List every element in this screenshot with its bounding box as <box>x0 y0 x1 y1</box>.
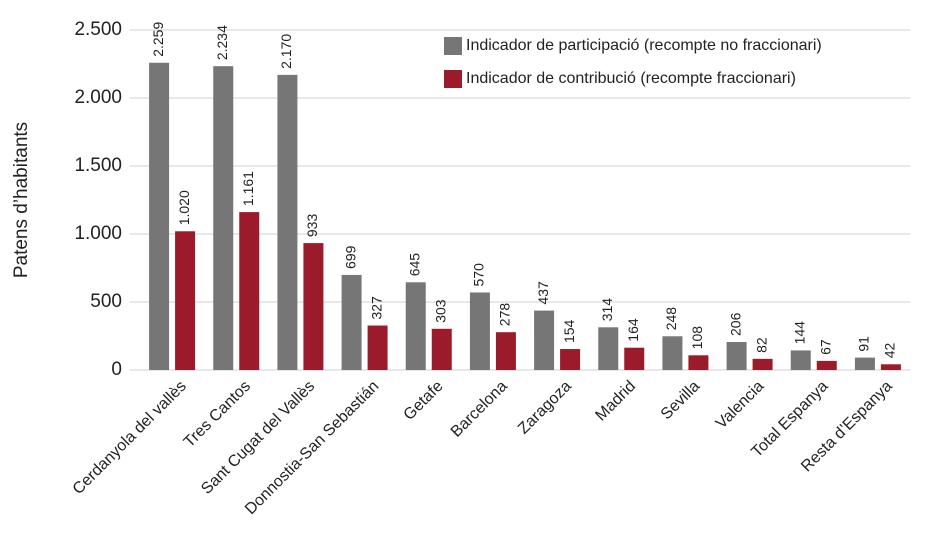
bar <box>598 327 619 370</box>
bar <box>560 349 581 370</box>
value-label: 699 <box>342 245 358 269</box>
value-label: 645 <box>406 253 422 277</box>
bar <box>239 212 260 370</box>
bar <box>405 282 426 370</box>
value-label: 327 <box>368 296 384 320</box>
bar <box>816 360 837 370</box>
value-label: 91 <box>856 336 872 352</box>
value-label: 248 <box>663 307 679 331</box>
x-tick-label: Zaragoza <box>515 378 575 438</box>
bar <box>469 292 490 370</box>
bar <box>662 336 683 370</box>
x-tick-label: Barcelona <box>448 378 511 441</box>
value-label: 2.259 <box>150 22 166 57</box>
bar <box>534 310 555 370</box>
value-label: 67 <box>817 339 833 355</box>
bar <box>688 355 709 370</box>
x-tick-label: Madrid <box>592 378 639 425</box>
y-tick-label: 2.000 <box>74 87 122 108</box>
bar <box>624 347 645 370</box>
legend-label: Indicador de participació (recompte no f… <box>466 37 822 54</box>
value-label: 314 <box>599 298 615 322</box>
bar <box>341 274 362 370</box>
bar <box>431 328 452 370</box>
value-label: 164 <box>625 318 641 342</box>
bar <box>495 332 516 370</box>
y-tick-label: 0 <box>111 359 122 380</box>
value-label: 154 <box>561 319 577 343</box>
legend-swatch <box>444 70 462 88</box>
bar <box>367 325 388 370</box>
value-label: 278 <box>497 303 513 327</box>
y-tick-label: 500 <box>90 291 122 312</box>
value-label: 42 <box>882 343 898 359</box>
bar <box>277 74 298 370</box>
bar <box>880 364 901 370</box>
x-tick-label: Sant Cugat del Vallès <box>198 378 318 498</box>
bar <box>175 231 196 370</box>
y-tick-label: 1.500 <box>74 155 122 176</box>
value-label: 1.161 <box>240 171 256 206</box>
bar <box>752 358 773 370</box>
value-label: 206 <box>727 312 743 336</box>
y-tick-label: 1.000 <box>74 223 122 244</box>
value-label: 1.020 <box>176 190 192 225</box>
value-label: 2.170 <box>278 34 294 69</box>
y-axis-title: Patens d’habitants <box>11 122 32 278</box>
x-tick-label: Cerdanyola del vallès <box>70 378 190 498</box>
bar <box>149 62 170 370</box>
bar <box>790 350 811 370</box>
bar <box>854 357 875 370</box>
y-tick-label: 2.500 <box>74 19 122 40</box>
value-label: 437 <box>535 281 551 305</box>
bar <box>213 66 234 371</box>
x-tick-label: Valencia <box>713 378 768 433</box>
value-label: 108 <box>689 326 705 350</box>
legend-swatch <box>444 37 462 55</box>
value-label: 933 <box>304 214 320 238</box>
value-label: 2.234 <box>214 25 230 60</box>
value-label: 82 <box>753 337 769 353</box>
bar <box>303 243 324 370</box>
x-tick-label: Sevilla <box>658 378 703 423</box>
value-label: 570 <box>471 263 487 287</box>
x-tick-label: Donnostia-San Sebastián <box>242 378 382 518</box>
legend-label: Indicador de contribució (recompte fracc… <box>466 70 796 87</box>
x-tick-label: Getafe <box>401 378 447 424</box>
value-label: 144 <box>791 321 807 345</box>
value-label: 303 <box>432 299 448 323</box>
bar <box>726 341 747 370</box>
